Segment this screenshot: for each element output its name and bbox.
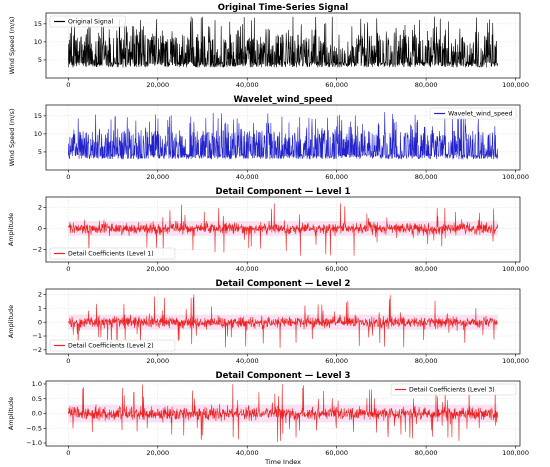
legend-box (49, 339, 176, 352)
y-tick-label: −0.5 (26, 424, 42, 432)
x-axis-label: Time Index (264, 458, 301, 466)
panel-title: Detail Component — Level 3 (216, 371, 351, 381)
x-tick-label: 40,000 (236, 449, 259, 457)
panel-title: Original Time-Series Signal (218, 3, 349, 13)
panel-4: Detail Component — Level 2 0 20,000 40,000 6… (7, 279, 529, 365)
x-tick-label: 100,000 (502, 449, 529, 457)
axes-frame (45, 12, 521, 79)
legend-label: Original Signal (68, 19, 113, 26)
panel-title: Wavelet_wind_speed (233, 95, 332, 105)
legend: Wavelet_wind_speed (429, 107, 517, 120)
y-axis-label: Wind Speed (m/s) (8, 17, 16, 75)
y-tick-label: 0.5 (32, 395, 42, 403)
series-line (68, 383, 498, 442)
y-tick-label: −2 (32, 346, 42, 354)
y-axis-label: Wind Speed (m/s) (8, 109, 16, 167)
panel-2: Wavelet_wind_speed 0 20,000 40,000 60,000 80,… (8, 95, 529, 181)
y-tick-label: 15 (34, 112, 42, 120)
x-tick-label: 0 (66, 449, 70, 457)
legend-box (49, 15, 126, 28)
x-tick-label: 80,000 (415, 449, 438, 457)
y-axis-label: Amplitude (7, 397, 15, 430)
legend-label: Detail Coefficients (Level 3) (409, 387, 495, 394)
x-tick-label: 60,000 (325, 81, 348, 89)
series-line (68, 294, 498, 349)
x-tick-label: 40,000 (236, 265, 259, 273)
y-tick-label: 10 (34, 38, 42, 46)
x-tick-label: 80,000 (415, 265, 438, 273)
y-axis-label: Amplitude (7, 305, 15, 338)
legend: Original Signal (49, 15, 126, 28)
x-tick-label: 60,000 (325, 357, 348, 365)
y-tick-label: −2 (32, 246, 42, 254)
y-tick-label: 2 (38, 291, 42, 299)
y-tick-label: 0 (38, 225, 42, 233)
x-tick-label: 0 (66, 173, 70, 181)
y-tick-label: −1.0 (26, 439, 42, 447)
x-tick-label: 20,000 (146, 449, 169, 457)
series-line (68, 16, 498, 68)
x-tick-label: 20,000 (146, 173, 169, 181)
panel-title: Detail Component — Level 1 (216, 187, 351, 197)
y-axis-label: Amplitude (7, 213, 15, 246)
x-tick-label: 100,000 (502, 265, 529, 273)
legend-box (429, 107, 517, 120)
series-line (68, 112, 498, 160)
x-tick-label: 60,000 (325, 265, 348, 273)
legend-box (390, 383, 517, 396)
axes-frame (45, 288, 521, 355)
y-tick-label: 10 (34, 130, 42, 138)
x-tick-label: 100,000 (502, 173, 529, 181)
x-tick-label: 40,000 (236, 173, 259, 181)
y-tick-label: 0.0 (32, 410, 42, 418)
panel-3: Detail Component — Level 1 0 20,000 40,000 6… (7, 187, 529, 273)
y-tick-label: 5 (38, 56, 42, 64)
y-tick-label: 0 (38, 318, 42, 326)
legend-label: Wavelet_wind_speed (448, 111, 513, 118)
y-tick-label: 1.0 (32, 380, 42, 388)
panel-5: Detail Component — Level 3 0 20,000 40,000 6… (7, 371, 529, 466)
legend-box (49, 247, 176, 260)
y-tick-label: 1 (38, 305, 42, 313)
y-tick-label: 5 (38, 148, 42, 156)
x-tick-label: 20,000 (146, 81, 169, 89)
x-tick-label: 40,000 (236, 357, 259, 365)
x-tick-label: 80,000 (415, 173, 438, 181)
y-tick-label: 2 (38, 204, 42, 212)
x-tick-label: 80,000 (415, 81, 438, 89)
series-line (68, 203, 498, 256)
x-tick-label: 60,000 (325, 449, 348, 457)
y-tick-label: 15 (34, 20, 42, 28)
x-tick-label: 20,000 (146, 265, 169, 273)
x-tick-label: 0 (66, 357, 70, 365)
legend-label: Detail Coefficients (Level 2) (68, 343, 154, 350)
x-tick-label: 0 (66, 81, 70, 89)
x-tick-label: 20,000 (146, 357, 169, 365)
x-tick-label: 80,000 (415, 357, 438, 365)
legend: Detail Coefficients (Level 1) (49, 247, 176, 260)
x-tick-label: 60,000 (325, 173, 348, 181)
y-tick-label: −1 (32, 332, 42, 340)
x-tick-label: 100,000 (502, 81, 529, 89)
x-tick-label: 40,000 (236, 81, 259, 89)
panel-1: Original Time-Series Signal 0 20,000 40,000… (8, 3, 529, 89)
axes-frame (45, 104, 521, 171)
legend-label: Detail Coefficients (Level 1) (68, 251, 154, 258)
legend: Detail Coefficients (Level 2) (49, 339, 176, 352)
axes-frame (45, 196, 521, 263)
legend: Detail Coefficients (Level 3) (390, 383, 517, 396)
x-tick-label: 0 (66, 265, 70, 273)
panel-title: Detail Component — Level 2 (216, 279, 351, 289)
x-tick-label: 100,000 (502, 357, 529, 365)
